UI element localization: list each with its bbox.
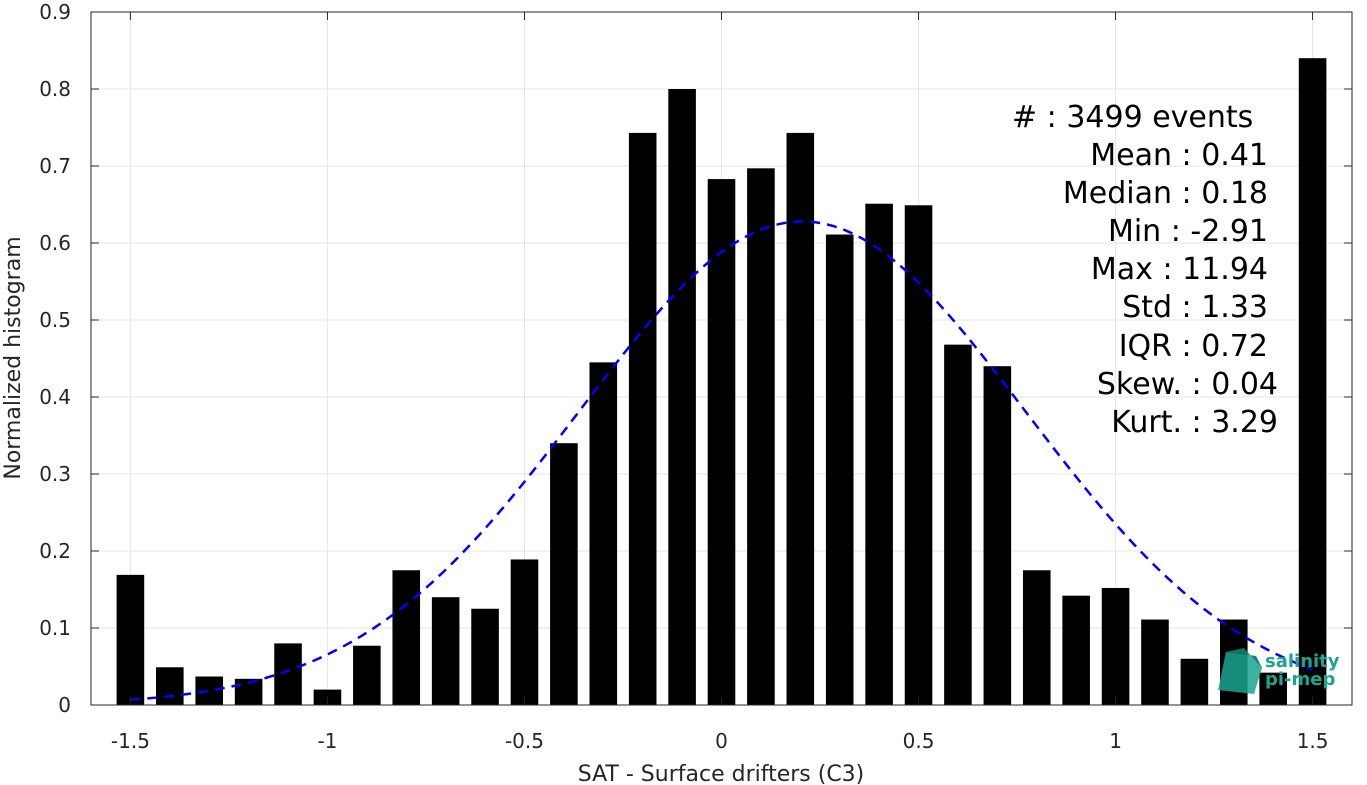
- x-axis-label: SAT - Surface drifters (C3): [578, 762, 865, 785]
- y-tick-label: 0.4: [39, 385, 71, 409]
- x-tick-label: -1: [317, 729, 337, 753]
- y-axis-ticks: 0 0.1 0.2 0.3 0.4 0.5 0.6 0.7 0.8 0.9: [39, 0, 1352, 717]
- y-axis-label: Normalized histogram: [1, 236, 26, 479]
- x-tick-label: 0.5: [903, 729, 935, 753]
- logo-cube-shade: [1226, 648, 1262, 668]
- salinity-pimep-logo: salinity pi-mep: [1218, 648, 1340, 694]
- y-tick-label: 0.3: [39, 462, 71, 486]
- stat-kurt: Kurt. : 3.29: [1111, 405, 1278, 440]
- histogram-bar: [747, 168, 775, 705]
- histogram-bar: [983, 366, 1012, 705]
- stat-median: Median : 0.18: [1063, 176, 1268, 211]
- histogram-bar: [1101, 587, 1130, 705]
- histogram-bar: [1022, 570, 1051, 705]
- y-tick-label: 0.2: [39, 539, 71, 563]
- stat-skew: Skew. : 0.04: [1097, 367, 1278, 402]
- histogram-bar: [392, 570, 421, 705]
- histogram-bar: [944, 344, 972, 705]
- x-axis-ticks: -1.5 -1 -0.5 0 0.5 1 1.5: [111, 12, 1329, 753]
- histogram-bar: [431, 597, 460, 705]
- stat-max: Max : 11.94: [1091, 252, 1268, 287]
- histogram-bar: [707, 179, 736, 706]
- y-tick-label: 0.1: [39, 616, 71, 640]
- y-tick-label: 0.8: [39, 77, 71, 101]
- stat-min: Min : -2.91: [1108, 214, 1268, 249]
- y-tick-label: 0.5: [39, 308, 71, 332]
- logo-text-pimep: pi-mep: [1265, 669, 1335, 690]
- stat-mean: Mean : 0.41: [1090, 138, 1268, 173]
- histogram-bar: [510, 559, 539, 705]
- histogram-bar: [786, 132, 815, 705]
- histogram-bar: [1298, 58, 1327, 705]
- y-tick-label: 0.6: [39, 231, 71, 255]
- histogram-bar: [1141, 619, 1169, 705]
- histogram-bar: [1259, 672, 1287, 705]
- histogram-bar: [274, 643, 302, 705]
- histogram-bar: [195, 676, 224, 705]
- histogram-bar: [471, 608, 499, 705]
- x-tick-label: 1: [1109, 729, 1122, 753]
- histogram-bar: [865, 203, 893, 706]
- x-tick-label: -0.5: [505, 729, 544, 753]
- histogram-bar: [628, 132, 657, 705]
- histogram-bar: [825, 234, 854, 705]
- histogram-bar: [156, 667, 184, 705]
- stats-box: # : 3499 events Mean : 0.41 Median : 0.1…: [1012, 100, 1278, 440]
- histogram-bar: [668, 89, 696, 705]
- x-tick-label: 0: [715, 729, 728, 753]
- histogram-bars: [116, 58, 1327, 706]
- stat-events: # : 3499 events: [1012, 100, 1253, 135]
- logo-text-salinity: salinity: [1265, 651, 1340, 672]
- histogram-bar: [353, 645, 381, 705]
- histogram-bar: [550, 443, 578, 705]
- gaussian-fit-curve: [130, 220, 1314, 701]
- histogram-bar: [116, 574, 145, 705]
- histogram-bar: [1062, 595, 1090, 705]
- y-tick-label: 0.9: [39, 0, 71, 24]
- logo-cube-icon: [1218, 652, 1262, 694]
- histogram-bar: [904, 205, 933, 705]
- y-tick-label: 0.7: [39, 154, 71, 178]
- histogram-bar: [1180, 658, 1209, 705]
- x-tick-label: 1.5: [1297, 729, 1329, 753]
- y-tick-label: 0: [58, 693, 71, 717]
- histogram-bar: [589, 362, 618, 705]
- stat-iqr: IQR : 0.72: [1119, 329, 1268, 364]
- stat-std: Std : 1.33: [1122, 290, 1268, 325]
- x-tick-label: -1.5: [111, 729, 150, 753]
